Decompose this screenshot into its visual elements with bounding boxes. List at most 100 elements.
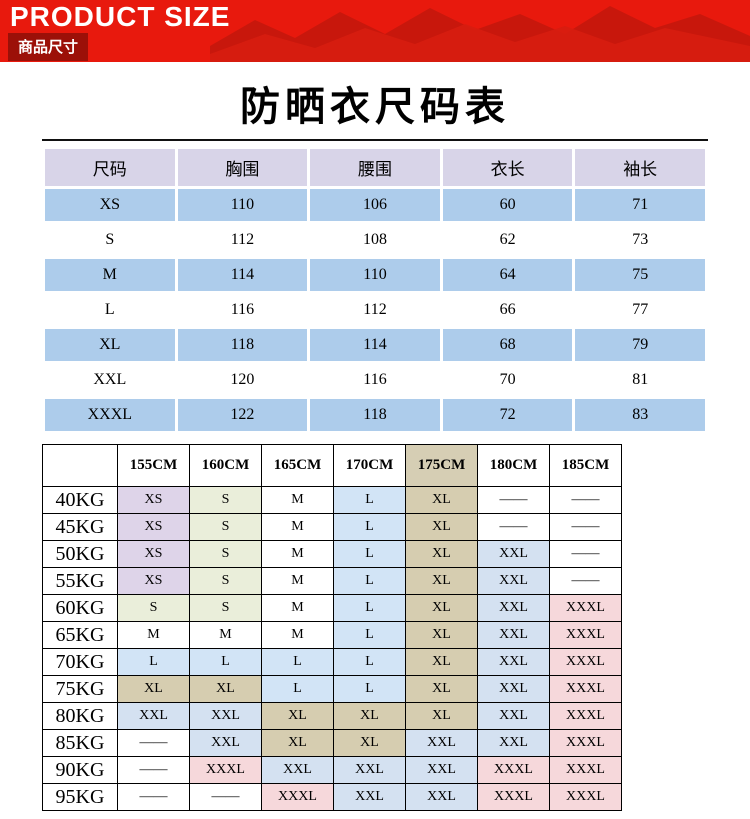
- size-table-cell: 112: [174, 221, 311, 259]
- fit-table-height-header: 180CM: [477, 444, 550, 487]
- fit-table: 155CM 160CM 165CM 170CM 175CM 180CM 185C…: [42, 444, 622, 811]
- size-table-cell: 116: [174, 291, 311, 329]
- fit-table-weight-header: 90KG: [42, 756, 118, 784]
- fit-table-size-cell: L: [333, 675, 406, 703]
- fit-table-size-cell: S: [189, 594, 262, 622]
- size-table-cell: 120: [174, 361, 311, 399]
- size-table-cell: XS: [42, 186, 178, 224]
- fit-table-size-cell: ——: [117, 756, 190, 784]
- fit-table-size-cell: L: [333, 648, 406, 676]
- banner-title-en: PRODUCT SIZE: [10, 1, 231, 32]
- fit-table-size-cell: M: [261, 594, 334, 622]
- fit-table-size-cell: XL: [333, 729, 406, 757]
- fit-table-row: 95KG —— —— XXXL XXL XXL XXXL XXXL: [42, 783, 622, 811]
- fit-table-size-cell: XL: [405, 702, 478, 730]
- fit-table-size-cell: XXL: [117, 702, 190, 730]
- size-table-cell: 64: [439, 256, 576, 294]
- size-table-cell: 83: [572, 396, 708, 434]
- fit-table-size-cell: XL: [405, 621, 478, 649]
- mountain-graphic: [210, 6, 750, 62]
- size-table-cell: 106: [307, 186, 443, 224]
- fit-table-size-cell: XXL: [333, 783, 406, 811]
- fit-table-size-cell: M: [261, 540, 334, 568]
- fit-table-size-cell: XXXL: [189, 756, 262, 784]
- fit-table-size-cell: ——: [117, 729, 190, 757]
- fit-table-size-cell: XXXL: [477, 783, 550, 811]
- fit-table-size-cell: L: [117, 648, 190, 676]
- fit-table-row: 55KG XS S M L XL XXL ——: [42, 567, 622, 595]
- size-table-cell: 118: [307, 396, 443, 434]
- fit-table-size-cell: XXL: [477, 540, 550, 568]
- fit-table-size-cell: XXL: [477, 675, 550, 703]
- fit-table-size-cell: XS: [117, 567, 190, 595]
- fit-table-size-cell: XL: [189, 675, 262, 703]
- fit-table-size-cell: XXXL: [549, 756, 622, 784]
- banner-title-zh: 商品尺寸: [8, 33, 89, 61]
- fit-table-size-cell: XXXL: [549, 621, 622, 649]
- fit-table-height-header: 185CM: [549, 444, 622, 487]
- fit-table-size-cell: ——: [549, 567, 622, 595]
- header-waist: 腰围: [307, 146, 443, 189]
- fit-table-size-cell: XL: [261, 729, 334, 757]
- fit-table-height-header: 170CM: [333, 444, 406, 487]
- size-table-cell: 60: [439, 186, 576, 224]
- fit-table-size-cell: L: [189, 648, 262, 676]
- fit-table-row: 85KG —— XXL XL XL XXL XXL XXXL: [42, 729, 622, 757]
- fit-table-height-header: 160CM: [189, 444, 262, 487]
- fit-table-size-cell: S: [189, 567, 262, 595]
- size-table: 尺码 胸围 腰围 衣长 袖长 XS 110 106 60 71 S 112 108 62 73 …: [42, 146, 708, 434]
- fit-table-size-cell: XXXL: [549, 729, 622, 757]
- fit-table-size-cell: XL: [405, 540, 478, 568]
- fit-table-size-cell: L: [333, 486, 406, 514]
- fit-table-size-cell: XXXL: [549, 648, 622, 676]
- size-table-cell: 71: [572, 186, 708, 224]
- size-table-row: XXXL 122 118 72 83: [42, 396, 708, 434]
- fit-table-size-cell: L: [333, 567, 406, 595]
- fit-table-size-cell: L: [333, 621, 406, 649]
- fit-table-size-cell: XXL: [477, 648, 550, 676]
- fit-table-size-cell: XXL: [477, 621, 550, 649]
- fit-table-size-cell: XL: [405, 648, 478, 676]
- size-table-row: L 116 112 66 77: [42, 291, 708, 329]
- fit-table-size-cell: ——: [549, 486, 622, 514]
- fit-table-row: 80KG XXL XXL XL XL XL XXL XXXL: [42, 702, 622, 730]
- fit-table-size-cell: XXL: [477, 567, 550, 595]
- fit-table-size-cell: S: [189, 486, 262, 514]
- fit-table-size-cell: M: [261, 621, 334, 649]
- fit-table-size-cell: XS: [117, 486, 190, 514]
- fit-table-weight-header: 95KG: [42, 783, 118, 811]
- size-table-row: S 112 108 62 73: [42, 221, 708, 259]
- fit-table-row: 65KG M M M L XL XXL XXXL: [42, 621, 622, 649]
- size-table-cell: 81: [572, 361, 708, 399]
- fit-table-size-cell: L: [333, 540, 406, 568]
- size-table-cell: M: [42, 256, 178, 294]
- fit-table-size-cell: M: [261, 567, 334, 595]
- fit-table-size-cell: ——: [117, 783, 190, 811]
- size-table-row: XXL 120 116 70 81: [42, 361, 708, 399]
- size-table-row: XS 110 106 60 71: [42, 186, 708, 224]
- page-title: 防晒衣尺码表: [240, 84, 510, 129]
- size-table-cell: 68: [439, 326, 576, 364]
- fit-table-size-cell: XXXL: [477, 756, 550, 784]
- fit-table-size-cell: XXL: [333, 756, 406, 784]
- fit-table-size-cell: XL: [405, 513, 478, 541]
- size-table-cell: 112: [307, 291, 443, 329]
- fit-table-size-cell: M: [117, 621, 190, 649]
- fit-table-size-cell: XL: [261, 702, 334, 730]
- fit-table-size-cell: XL: [405, 675, 478, 703]
- fit-table-size-cell: XXL: [189, 729, 262, 757]
- fit-table-weight-header: 85KG: [42, 729, 118, 757]
- fit-table-size-cell: XXL: [477, 594, 550, 622]
- size-table-header-row: 尺码 胸围 腰围 衣长 袖长: [42, 146, 708, 189]
- fit-table-size-cell: XXL: [189, 702, 262, 730]
- size-table-cell: 114: [174, 256, 311, 294]
- fit-table-size-cell: XS: [117, 513, 190, 541]
- fit-table-size-cell: XS: [117, 540, 190, 568]
- size-table-cell: S: [42, 221, 178, 259]
- fit-table-size-cell: L: [333, 594, 406, 622]
- fit-table-size-cell: XL: [405, 594, 478, 622]
- fit-table-weight-header: 50KG: [42, 540, 118, 568]
- size-table-cell: 118: [174, 326, 311, 364]
- fit-table-size-cell: L: [261, 675, 334, 703]
- fit-table-size-cell: ——: [477, 513, 550, 541]
